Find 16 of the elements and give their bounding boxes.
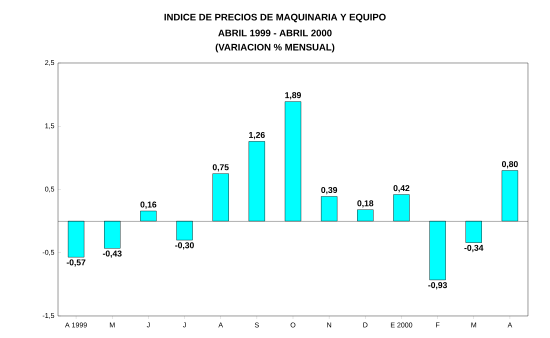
data-label: -0,43 [102, 250, 122, 258]
text: (VARIACION % MENSUAL) [216, 44, 334, 52]
data-label: -0,30 [175, 242, 194, 250]
data-label: 0,42 [394, 185, 410, 192]
chart-subtitle: ABRIL 1999 - ABRIL 2000 [218, 30, 332, 36]
chart-title: INDICE DE PRECIOS DE MAQUINARIA Y EQUIPO [164, 14, 386, 22]
data-label: 0,18 [357, 200, 374, 208]
data-label: -0,57 [66, 259, 86, 267]
data-label: 1,89 [285, 92, 301, 100]
data-label: 0,39 [321, 187, 338, 194]
data-label: -0,34 [464, 244, 484, 252]
data-label: 0,16 [140, 202, 156, 209]
data-label: 0,80 [502, 161, 518, 168]
data-label: 0,75 [212, 164, 229, 172]
data-label: -0,93 [428, 282, 447, 290]
data-label: 1,26 [249, 132, 265, 140]
